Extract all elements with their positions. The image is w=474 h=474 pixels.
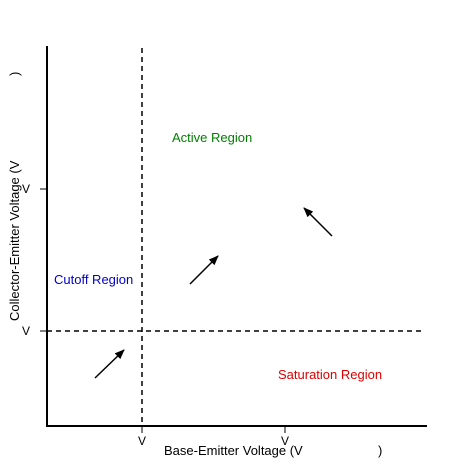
arrow-into-active: [189, 255, 219, 285]
y-tick-label-upper: V: [22, 182, 30, 196]
x-tick-label-right: V: [281, 434, 289, 448]
y-axis-title-close: ): [7, 72, 22, 76]
arrow-cutoff-to-active: [94, 349, 125, 379]
saturation-region-label: Saturation Region: [278, 367, 382, 382]
x-tick-label-left: V: [138, 434, 146, 448]
y-tick-label-lower: V: [22, 324, 30, 338]
active-region-label: Active Region: [172, 130, 252, 145]
x-axis-title-close: ): [378, 443, 382, 458]
cutoff-region-label: Cutoff Region: [54, 272, 133, 287]
y-axis-title: Collector-Emitter Voltage (V: [7, 160, 22, 321]
arrow-active-up-left: [303, 207, 333, 237]
x-axis-title: Base-Emitter Voltage (V: [164, 443, 303, 458]
